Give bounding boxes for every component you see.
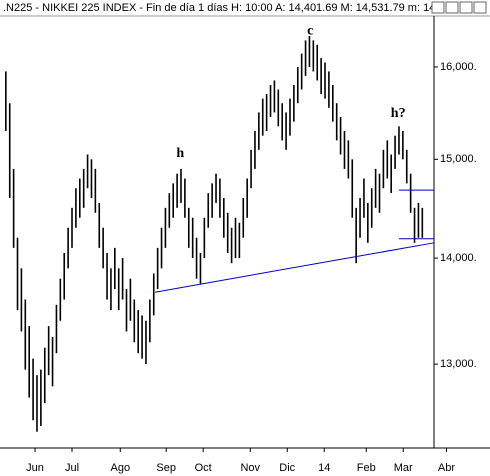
x-tick-label: Feb [357, 462, 376, 474]
x-tick-label: Oct [195, 462, 212, 474]
trend-line [154, 242, 435, 293]
x-tick-label: Jul [65, 462, 79, 474]
x-tick-label: Abr [438, 462, 455, 474]
x-tick-label: Ago [110, 462, 130, 474]
y-tick-label: 13,000. [440, 358, 477, 370]
chart-title: .N225 - NIKKEI 225 INDEX - Fin de día 1 … [3, 2, 444, 14]
button[interactable] [473, 1, 487, 14]
button[interactable] [459, 1, 473, 14]
x-tick-label: Jun [26, 462, 44, 474]
annotation: h [176, 146, 184, 161]
annotation: c [307, 23, 313, 38]
x-tick-label: Mar [394, 462, 413, 474]
x-tick-label: Dic [279, 462, 295, 474]
y-tick-label: 14,000. [440, 252, 477, 264]
button[interactable] [431, 1, 445, 14]
y-tick-label: 15,000. [440, 153, 477, 165]
x-tick-label: Sep [156, 462, 176, 474]
annotation: h? [391, 106, 406, 121]
window-buttons[interactable] [431, 1, 487, 14]
button[interactable] [445, 1, 459, 14]
y-tick-label: 16,000. [440, 61, 477, 73]
x-tick-label: Nov [240, 462, 260, 474]
x-tick-label: 14 [318, 462, 330, 474]
